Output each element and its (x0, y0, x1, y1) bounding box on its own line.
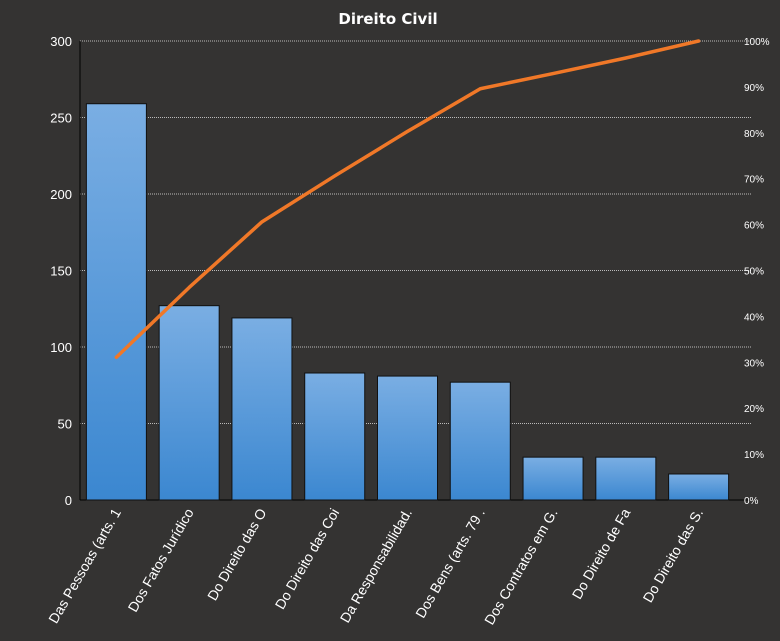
x-tick-label: Do Direito das S. (639, 506, 706, 606)
bar (85, 103, 147, 501)
bar (304, 372, 366, 501)
chart-title: Direito Civil (338, 10, 437, 28)
y2-tick-label: 70% (744, 175, 764, 186)
x-tick-label: Dos Contratos em G. (481, 506, 561, 628)
x-axis: Das Pessoas (arts. 1 Dos Fatos Jurídico Do… (45, 505, 706, 627)
y-tick-label: 0 (65, 493, 72, 508)
bar (231, 317, 293, 501)
x-tick-label: Da Responsabilidad. (337, 506, 415, 626)
y2-tick-label: 80% (744, 129, 764, 140)
bar (522, 456, 584, 501)
y2-tick-label: 20% (744, 404, 764, 415)
y2-tick-label: 90% (744, 83, 764, 94)
y-tick-label: 150 (50, 264, 72, 279)
y-axis-left: 0 50 100 150 200 250 300 (50, 34, 72, 508)
y-tick-label: 300 (50, 34, 72, 49)
bar (377, 375, 438, 501)
bar-series (85, 103, 730, 501)
y-tick-label: 250 (50, 111, 72, 126)
bar (158, 305, 220, 501)
y2-tick-label: 40% (744, 312, 764, 323)
y-tick-label: 100 (50, 340, 72, 355)
y2-tick-label: 50% (744, 267, 764, 278)
x-tick-label: Do Direito das O (204, 505, 270, 603)
y2-tick-label: 60% (744, 221, 764, 232)
bar (668, 473, 730, 501)
x-tick-label: Dos Fatos Jurídico (125, 505, 197, 614)
y2-tick-label: 10% (744, 450, 764, 461)
x-tick-label: Dos Bens (arts. 79 . (412, 506, 488, 621)
y2-tick-label: 0% (744, 496, 759, 507)
cumulative-line-series (114, 39, 701, 360)
bar (449, 381, 511, 501)
y-axis-right: 0% 10% 20% 30% 40% 50% 60% 70% 80% 90% 100% (744, 37, 770, 507)
x-tick-label: Do Direito das Coi (272, 506, 343, 612)
cumulative-line (114, 39, 701, 360)
bar (595, 456, 657, 501)
y2-tick-label: 30% (744, 358, 764, 369)
y-tick-label: 50 (58, 417, 72, 432)
x-tick-label: Do Direito de Fa (569, 505, 634, 601)
x-tick-label: Das Pessoas (arts. 1 (45, 505, 124, 626)
y2-tick-label: 100% (744, 37, 770, 48)
y-tick-label: 200 (50, 187, 72, 202)
